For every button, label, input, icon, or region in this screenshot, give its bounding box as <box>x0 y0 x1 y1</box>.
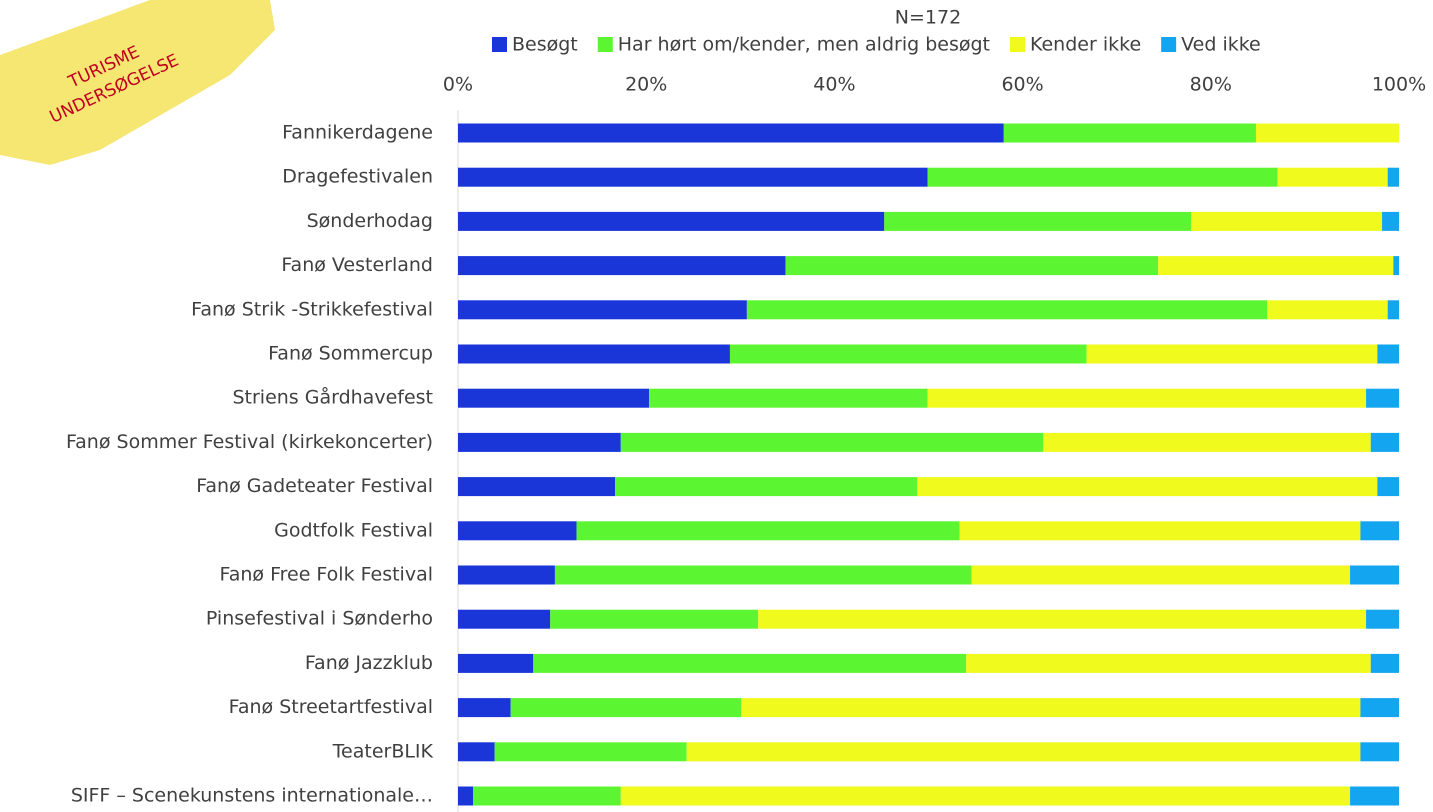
bar-segment <box>1393 256 1399 276</box>
x-tick-label: 40% <box>813 74 855 96</box>
legend-swatch <box>1009 37 1025 52</box>
bar-segment <box>554 565 972 585</box>
y-tick-label: Fanø Sommercup <box>268 343 433 365</box>
bar-segment <box>1191 211 1383 231</box>
bar-segment <box>458 786 474 806</box>
bar-segment <box>1366 609 1399 629</box>
legend-label: Har hørt om/kender, men aldrig besøgt <box>618 34 990 56</box>
bar-segment <box>729 344 1087 364</box>
bar-segment <box>510 698 742 718</box>
y-tick-label: TeaterBLIK <box>332 740 434 762</box>
bar-segment <box>1255 123 1399 143</box>
bar-segment <box>927 167 1278 187</box>
legend-swatch <box>597 37 613 52</box>
bar-segment <box>1003 123 1256 143</box>
bar-segment <box>649 388 928 408</box>
x-tick-label: 20% <box>625 74 667 96</box>
bar-segment <box>473 786 621 806</box>
bar-segment <box>615 477 918 497</box>
bar-segment <box>533 653 967 673</box>
y-tick-label: SIFF – Scenekunstens internationale… <box>71 785 433 807</box>
x-tick-label: 100% <box>1372 74 1426 96</box>
y-tick-label: Fanø Free Folk Festival <box>220 564 433 586</box>
bar-segment <box>458 653 534 673</box>
bar-segment <box>927 388 1367 408</box>
x-tick-label: 0% <box>443 74 473 96</box>
bar-segment <box>458 123 1004 143</box>
bar-segment <box>458 432 621 452</box>
bar-segment <box>458 300 747 320</box>
bar-segment <box>458 388 650 408</box>
y-tick-label: Fanø Sommer Festival (kirkekoncerter) <box>66 431 433 453</box>
badge-shape <box>0 0 275 165</box>
bar-segment <box>959 521 1361 541</box>
bar-segment <box>884 211 1192 231</box>
bar-segment <box>458 256 786 276</box>
y-tick-label: Sønderhodag <box>307 210 433 232</box>
y-tick-label: Fannikerdagene <box>282 122 433 144</box>
bar-segment <box>917 477 1378 497</box>
bar-segment <box>458 698 511 718</box>
bar-segment <box>458 344 730 364</box>
y-tick-label: Fanø Vesterland <box>281 254 433 276</box>
y-tick-label: Fanø Gadeteater Festival <box>196 475 433 497</box>
bar-segment <box>741 698 1361 718</box>
bar-segment <box>1377 477 1399 497</box>
bar-segment <box>1043 432 1371 452</box>
legend-swatch <box>1161 37 1177 52</box>
bar-segment <box>746 300 1268 320</box>
legend-label: Ved ikke <box>1181 34 1261 56</box>
bar-segment <box>966 653 1371 673</box>
bar-segment <box>686 742 1361 762</box>
bar-segment <box>1377 344 1399 364</box>
y-tick-label: Godtfolk Festival <box>274 519 433 541</box>
x-tick-label: 60% <box>1001 74 1043 96</box>
bar-segment <box>1158 256 1394 276</box>
bar-segment <box>458 521 577 541</box>
bar-segment <box>1370 432 1399 452</box>
bar-segment <box>1350 565 1399 585</box>
bar-segment <box>1350 786 1399 806</box>
bar-segment <box>550 609 759 629</box>
bar-segment <box>1267 300 1388 320</box>
badge: TURISME UNDERSØGELSE <box>0 0 275 165</box>
bar-segment <box>1086 344 1378 364</box>
legend-label: Kender ikke <box>1030 34 1141 56</box>
bar-segment <box>1366 388 1399 408</box>
legend-label: Besøgt <box>512 34 578 56</box>
bar-segment <box>1370 653 1399 673</box>
y-tick-label: Striens Gårdhavefest <box>232 386 433 409</box>
bar-segment <box>458 477 616 497</box>
chart-title: N=172 <box>895 7 961 29</box>
bar-segment <box>785 256 1159 276</box>
bar-segment <box>971 565 1351 585</box>
y-tick-label: Fanø Streetartfestival <box>229 696 433 718</box>
legend-swatch <box>492 37 507 52</box>
bar-segment <box>1360 742 1399 762</box>
bar-segment <box>458 167 928 187</box>
y-tick-label: Fanø Strik -Strikkefestival <box>191 298 433 320</box>
y-tick-label: Pinsefestival i Sønderho <box>206 608 433 630</box>
bar-segment <box>458 742 495 762</box>
bar-segment <box>1360 521 1399 541</box>
bar-segment <box>620 786 1351 806</box>
bar-segment <box>758 609 1367 629</box>
bar-segment <box>1387 167 1399 187</box>
bar-segment <box>576 521 960 541</box>
bar-segment <box>458 609 551 629</box>
bar-segment <box>458 565 555 585</box>
y-tick-label: Dragefestivalen <box>282 166 433 188</box>
bar-segment <box>1382 211 1399 231</box>
bar-segment <box>620 432 1044 452</box>
x-tick-label: 80% <box>1190 74 1232 96</box>
bar-segment <box>1360 698 1399 718</box>
bar-segment <box>494 742 687 762</box>
y-tick-label: Fanø Jazzklub <box>305 652 433 674</box>
bar-segment <box>1387 300 1399 320</box>
bar-segment <box>1277 167 1388 187</box>
bar-segment <box>458 211 885 231</box>
